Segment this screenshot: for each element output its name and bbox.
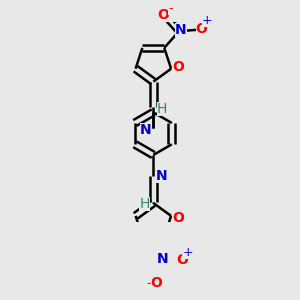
Text: -: -: [146, 277, 151, 290]
Text: N: N: [157, 252, 169, 266]
Text: N: N: [175, 23, 187, 37]
Text: +: +: [202, 14, 212, 27]
Text: N: N: [140, 123, 151, 137]
Text: O: O: [172, 211, 184, 225]
Text: H: H: [140, 197, 150, 211]
Text: O: O: [157, 8, 169, 22]
Text: H: H: [157, 102, 167, 116]
Text: O: O: [150, 276, 162, 290]
Text: +: +: [182, 246, 193, 259]
Text: O: O: [196, 22, 208, 35]
Text: O: O: [176, 253, 188, 267]
Text: -: -: [168, 2, 172, 15]
Text: O: O: [172, 60, 184, 74]
Text: N: N: [156, 169, 168, 183]
